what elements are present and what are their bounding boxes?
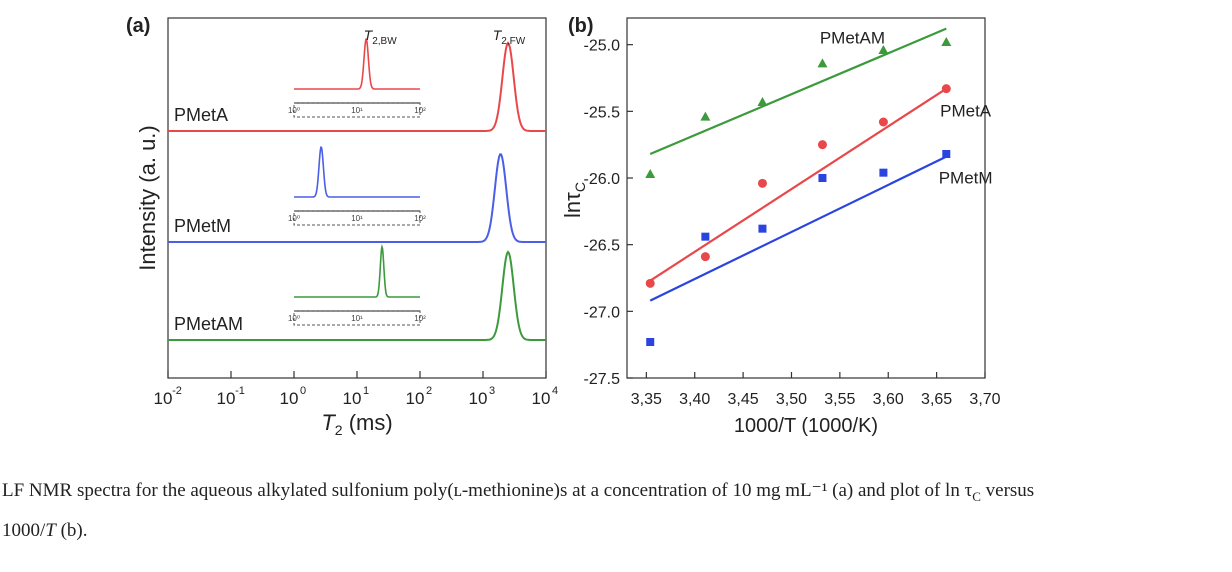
x-axis-label-b: 1000/T (1000/K): [734, 415, 878, 437]
figure-caption: LF NMR spectra for the aqueous alkylated…: [2, 474, 1228, 548]
spectrum-curve: [168, 41, 546, 132]
x-tick-label: 10: [532, 389, 551, 408]
caption-line-2: 1000/T (b).: [2, 519, 88, 541]
x-tick-label: 10: [469, 389, 488, 408]
x-tick-label: 10: [154, 389, 173, 408]
x-tick-exponent: 0: [300, 385, 306, 397]
data-point-circle: [878, 117, 888, 127]
data-point-square: [758, 224, 767, 233]
data-point-triangle: [757, 97, 768, 106]
peak-label-group: T2,BW T2,FW: [364, 27, 526, 47]
inset-tick-label: 10¹: [351, 314, 363, 323]
inset-curve: [294, 38, 420, 90]
x-tick-label: 10: [217, 389, 236, 408]
data-point-square: [646, 338, 655, 346]
x-tick-label: 10: [406, 389, 425, 408]
panel-a-label: (a): [126, 15, 150, 37]
spectra-group: [168, 41, 546, 341]
x-tick-label: 3,45: [728, 391, 759, 408]
inset-tick-label: 10⁰: [288, 214, 300, 223]
series-label: PMetM: [939, 168, 993, 187]
x-tick-exponent: 4: [552, 385, 558, 397]
series-label: PMetA: [940, 102, 992, 121]
inset-dashed-frame: [293, 102, 421, 118]
series-label: PMetA: [174, 105, 228, 125]
x-tick-label: 10: [343, 389, 362, 408]
inset-dashed-frame: [293, 310, 421, 326]
data-point-triangle: [645, 169, 656, 178]
data-point-triangle: [941, 37, 952, 46]
x-tick-label: 3,65: [921, 391, 952, 408]
spectrum-curve: [168, 250, 546, 341]
y-tick-label: -26.5: [584, 238, 621, 255]
fit-lines-group: [649, 27, 947, 302]
x-axis-label: T2 (ms): [321, 410, 392, 438]
data-point-circle: [645, 278, 655, 288]
panel-b-frame: [626, 17, 986, 379]
data-point-square: [818, 174, 827, 182]
x-tick-exponent: 3: [489, 385, 495, 397]
data-point-triangle: [878, 45, 889, 54]
y-tick-label: -27.5: [584, 371, 621, 388]
peak-label: T2,FW: [493, 27, 526, 47]
data-point-square: [942, 150, 951, 158]
x-tick-label: 3,60: [873, 391, 904, 408]
peak-label: T2,BW: [364, 27, 398, 47]
inset-tick-label: 10⁰: [288, 106, 300, 115]
y-tick-label: -25.0: [584, 38, 621, 55]
y-tick-label: -26.0: [584, 171, 621, 188]
data-point-square: [879, 168, 888, 177]
data-point-circle: [700, 252, 710, 262]
fit-line: [649, 87, 947, 282]
data-point-circle: [757, 178, 767, 188]
x-tick-label: 3,55: [824, 391, 855, 408]
inset-tick-label: 10²: [414, 314, 426, 323]
inset-group: 10⁰ 10¹ 10² 10⁰ 10¹ 10² 10⁰ 10¹ 10²: [288, 38, 426, 326]
fit-line: [649, 155, 947, 302]
panel-b-label: (b): [568, 15, 594, 37]
points-group: [645, 37, 952, 346]
x-tick-exponent: 1: [363, 385, 369, 397]
inset-tick-label: 10⁰: [288, 314, 300, 323]
series-label-group: PMetAM PMetA PMetM: [820, 28, 993, 187]
spectrum-curve: [168, 153, 546, 243]
data-point-square: [701, 232, 710, 241]
series-label: PMetM: [174, 216, 231, 236]
caption-line-1: LF NMR spectra for the aqueous alkylated…: [2, 480, 1035, 504]
panel-b-arrhenius-plot: (b) 3,35 3,40 3,45 3,50 3,55 3,60 3,65 3,70 -25.…: [560, 15, 1001, 437]
y-axis-label: Intensity (a. u.): [135, 125, 160, 271]
data-point-circle: [817, 140, 827, 150]
series-label: PMetAM: [174, 314, 243, 334]
y-axis-label-b: lnτC: [560, 182, 588, 218]
inset-curve: [294, 243, 420, 298]
inset-tick-label: 10¹: [351, 106, 363, 115]
x-tick-exponent: -1: [235, 385, 245, 397]
x-tick-label: 3,35: [631, 391, 662, 408]
fit-line: [649, 27, 947, 156]
x-tick-label: 3,40: [679, 391, 710, 408]
y-tick-label: -27.0: [584, 304, 621, 321]
x-tick-label: 10: [280, 389, 299, 408]
x-tick-exponent: -2: [172, 385, 182, 397]
x-ticks-group: 10 -2 10 -1 10 0 10 1 10 2 10 3 10 4: [154, 371, 558, 408]
inset-dashed-frame: [293, 210, 421, 226]
x-tick-exponent: 2: [426, 385, 432, 397]
axis-ticks-group: 3,35 3,40 3,45 3,50 3,55 3,60 3,65 3,70 -25.0 -25…: [584, 38, 1001, 408]
series-label: PMetAM: [820, 28, 885, 47]
inset-tick-label: 10²: [414, 106, 426, 115]
data-point-triangle: [817, 58, 828, 68]
data-point-circle: [941, 84, 951, 94]
data-point-triangle: [700, 111, 711, 121]
series-label-group: PMetA PMetM PMetAM: [174, 105, 243, 334]
inset-curve: [294, 145, 420, 198]
inset-tick-label: 10¹: [351, 214, 363, 223]
x-tick-label: 3,70: [969, 391, 1000, 408]
y-tick-label: -25.5: [584, 104, 621, 121]
x-tick-label: 3,50: [776, 391, 807, 408]
inset-tick-label: 10²: [414, 214, 426, 223]
